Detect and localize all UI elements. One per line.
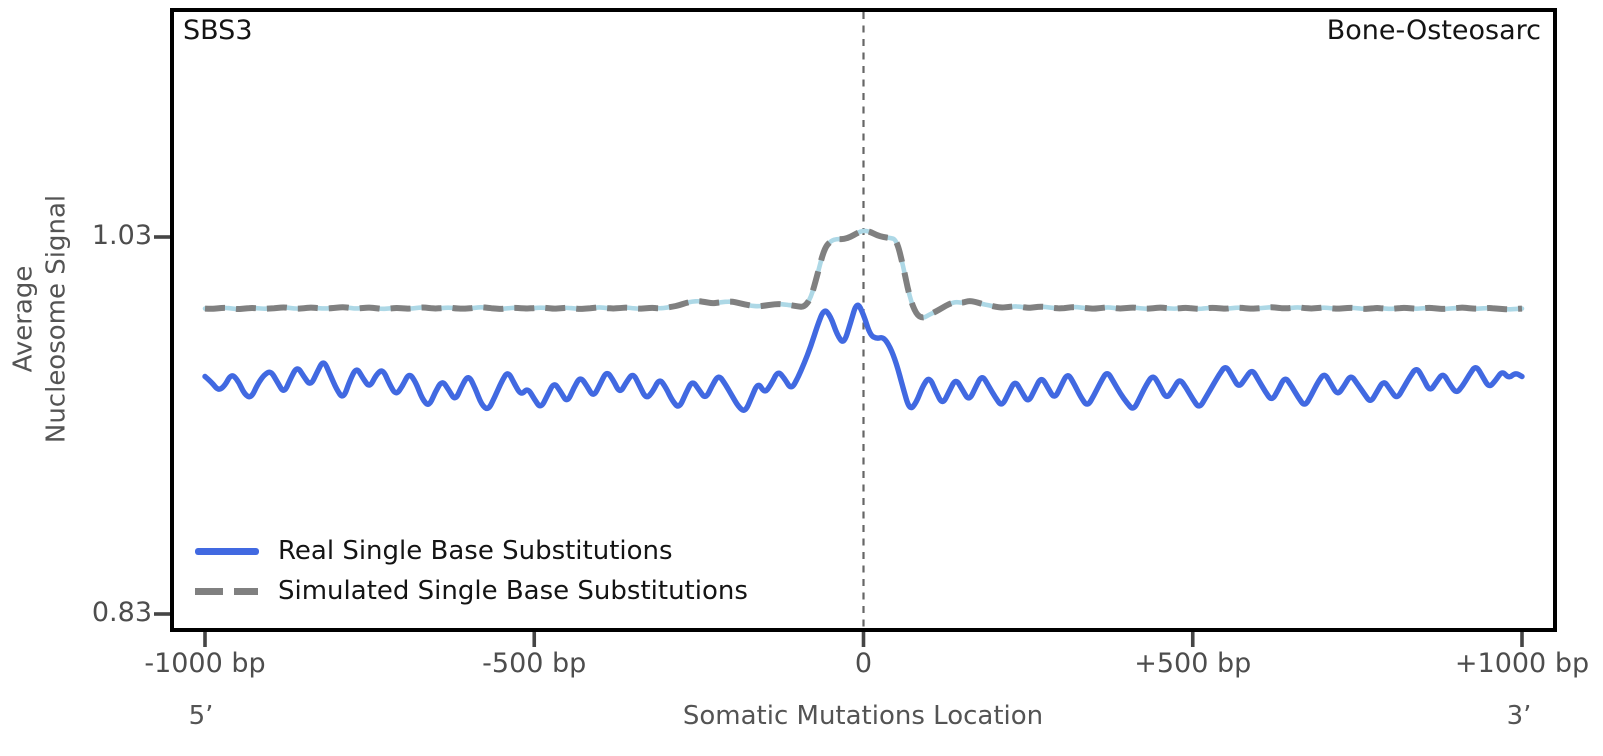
three-prime-label: 3’ — [1506, 701, 1532, 731]
legend-row-real: Real Single Base Substitutions — [195, 531, 748, 571]
legend-label-real: Real Single Base Substitutions — [278, 536, 673, 566]
x-tick-label: -500 bp — [482, 648, 587, 679]
x-tick-label: +500 bp — [1134, 648, 1252, 679]
five-prime-label: 5’ — [188, 701, 214, 731]
legend-label-simulated: Simulated Single Base Substitutions — [278, 576, 748, 606]
simulated-series-line — [204, 227, 1523, 321]
x-tick-label: 0 — [854, 648, 873, 679]
x-tick-label: -1000 bp — [144, 648, 266, 679]
real-series-line — [202, 302, 1525, 413]
signature-label: SBS3 — [183, 15, 253, 46]
y-tick-label: 0.83 — [91, 597, 152, 628]
simulated-line-swatch-icon — [195, 587, 259, 595]
legend-row-simulated: Simulated Single Base Substitutions — [195, 571, 748, 611]
x-tick-label: +1000 bp — [1454, 648, 1590, 679]
x-axis-label: Somatic Mutations Location — [682, 701, 1044, 731]
y-tick-label: 1.03 — [91, 220, 152, 251]
plot-border — [170, 8, 1557, 632]
cancer-type-label: Bone-Osteosarc — [1326, 15, 1541, 46]
real-line-swatch-icon — [195, 547, 259, 555]
legend: Real Single Base Substitutions Simulated… — [195, 531, 748, 611]
axis-tick-marks — [154, 235, 1524, 647]
